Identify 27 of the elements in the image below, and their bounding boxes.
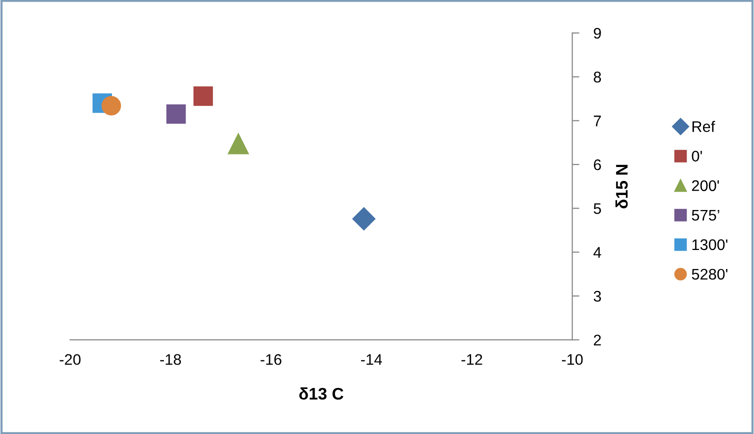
legend-label: 1300'	[692, 239, 728, 250]
y-axis-title: δ15 N	[616, 164, 628, 208]
point	[352, 207, 376, 230]
legend-label: 575’	[692, 210, 720, 221]
x-axis-title: δ13 C	[299, 387, 344, 400]
y-tick-label: 2	[594, 334, 601, 346]
x-tick-label: -16	[260, 354, 282, 365]
legend-label: 0'	[692, 150, 702, 162]
y-tick-label: 4	[593, 247, 602, 258]
y-tick-label: 5	[594, 203, 601, 214]
y-tick-label: 8	[594, 72, 601, 83]
y-tick-label: 3	[594, 290, 601, 302]
y-tick-label: 7	[594, 116, 601, 126]
point	[228, 133, 249, 154]
x-tick-label: -12	[461, 354, 482, 365]
x-tick-label: -20	[60, 354, 81, 365]
legend-label: Ref	[692, 120, 716, 132]
legend-label: 200'	[692, 180, 719, 192]
point	[166, 104, 186, 124]
x-tick-label: -10	[562, 354, 583, 365]
y-tick-label: 6	[594, 159, 601, 170]
y-tick-label: 9	[594, 28, 601, 39]
x-tick-label: -14	[361, 354, 382, 365]
x-tick-label: -18	[160, 354, 181, 365]
point	[102, 96, 122, 116]
legend-label: 5280'	[692, 268, 728, 280]
point	[193, 86, 213, 106]
